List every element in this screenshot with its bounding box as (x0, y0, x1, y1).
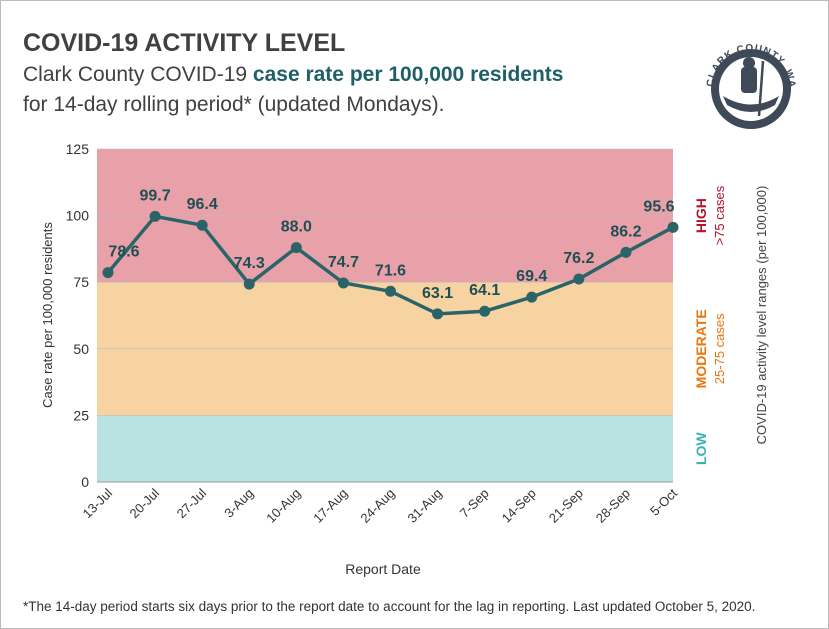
y-tick-label: 125 (66, 141, 90, 157)
band-label-low: LOW (693, 432, 709, 465)
footnote: *The 14-day period starts six days prior… (23, 599, 756, 614)
x-tick-label: 14-Sep (499, 486, 539, 526)
band-low (97, 415, 673, 482)
data-label: 71.6 (375, 262, 406, 279)
data-label: 64.1 (469, 282, 500, 299)
subtitle-text: Clark County COVID-19 (23, 63, 253, 86)
data-label: 99.7 (140, 187, 171, 204)
data-label: 96.4 (187, 196, 218, 213)
x-tick-label: 10-Aug (263, 486, 303, 526)
subtitle-line2: for 14-day rolling period* (updated Mond… (23, 93, 445, 116)
x-tick-label: 17-Aug (310, 486, 350, 526)
data-label: 76.2 (563, 250, 594, 267)
band-range-moderate: 25-75 cases (712, 313, 727, 384)
y-tick-label: 50 (73, 341, 89, 357)
x-tick-label: 13-Jul (79, 485, 115, 521)
band-label-high: HIGH (693, 198, 709, 233)
data-label: 86.2 (610, 223, 641, 240)
band-label-moderate: MODERATE (693, 309, 709, 388)
data-point (667, 221, 679, 233)
x-tick-label: 20-Jul (127, 485, 163, 521)
data-point (479, 305, 491, 317)
x-tick-label: 3-Aug (221, 486, 256, 521)
data-label: 74.3 (234, 255, 265, 272)
data-point (620, 246, 632, 258)
x-tick-label: 24-Aug (357, 486, 397, 526)
x-tick-label: 7-Sep (457, 486, 492, 521)
page-title: COVID-19 ACTIVITY LEVEL (23, 29, 346, 57)
subtitle-highlight: case rate per 100,000 residents (252, 63, 564, 86)
data-label: 88.0 (281, 219, 312, 236)
data-label: 63.1 (422, 285, 453, 302)
y-tick-label: 75 (73, 274, 89, 290)
data-point (196, 219, 208, 231)
y-tick-label: 25 (73, 407, 89, 423)
data-label: 69.4 (516, 268, 547, 285)
data-point (149, 210, 161, 222)
x-tick-label: 21-Sep (546, 486, 586, 526)
data-point (432, 308, 444, 320)
logo-text: CLARK COUNTY, WASHINGTON (1, 1, 797, 89)
y-axis-title: Case rate per 100,000 residents (40, 222, 55, 408)
data-point (290, 242, 302, 254)
x-tick-label: 31-Aug (404, 486, 444, 526)
y-tick-label: 100 (66, 208, 90, 224)
x-tick-label: 28-Sep (593, 486, 633, 526)
subtitle: Clark County COVID-19 case rate per 100,… (23, 63, 563, 87)
data-label: 78.6 (108, 244, 139, 261)
data-point (526, 291, 538, 303)
data-point (385, 285, 396, 297)
data-point (573, 273, 585, 285)
x-axis-title: Report Date (345, 561, 421, 577)
band-range-high: >75 cases (712, 185, 727, 245)
data-point (337, 277, 349, 289)
clark-county-logo: CLARK COUNTY, WASHINGTON (1, 1, 797, 129)
data-point (243, 278, 255, 290)
x-tick-label: 5-Oct (647, 485, 680, 518)
y-tick-label: 0 (81, 474, 89, 490)
activity-range-label: COVID-19 activity level ranges (per 100,… (754, 186, 769, 445)
data-label: 74.7 (328, 254, 359, 271)
data-point (102, 267, 114, 279)
data-label: 95.6 (643, 198, 674, 215)
x-tick-label: 27-Jul (174, 485, 210, 521)
